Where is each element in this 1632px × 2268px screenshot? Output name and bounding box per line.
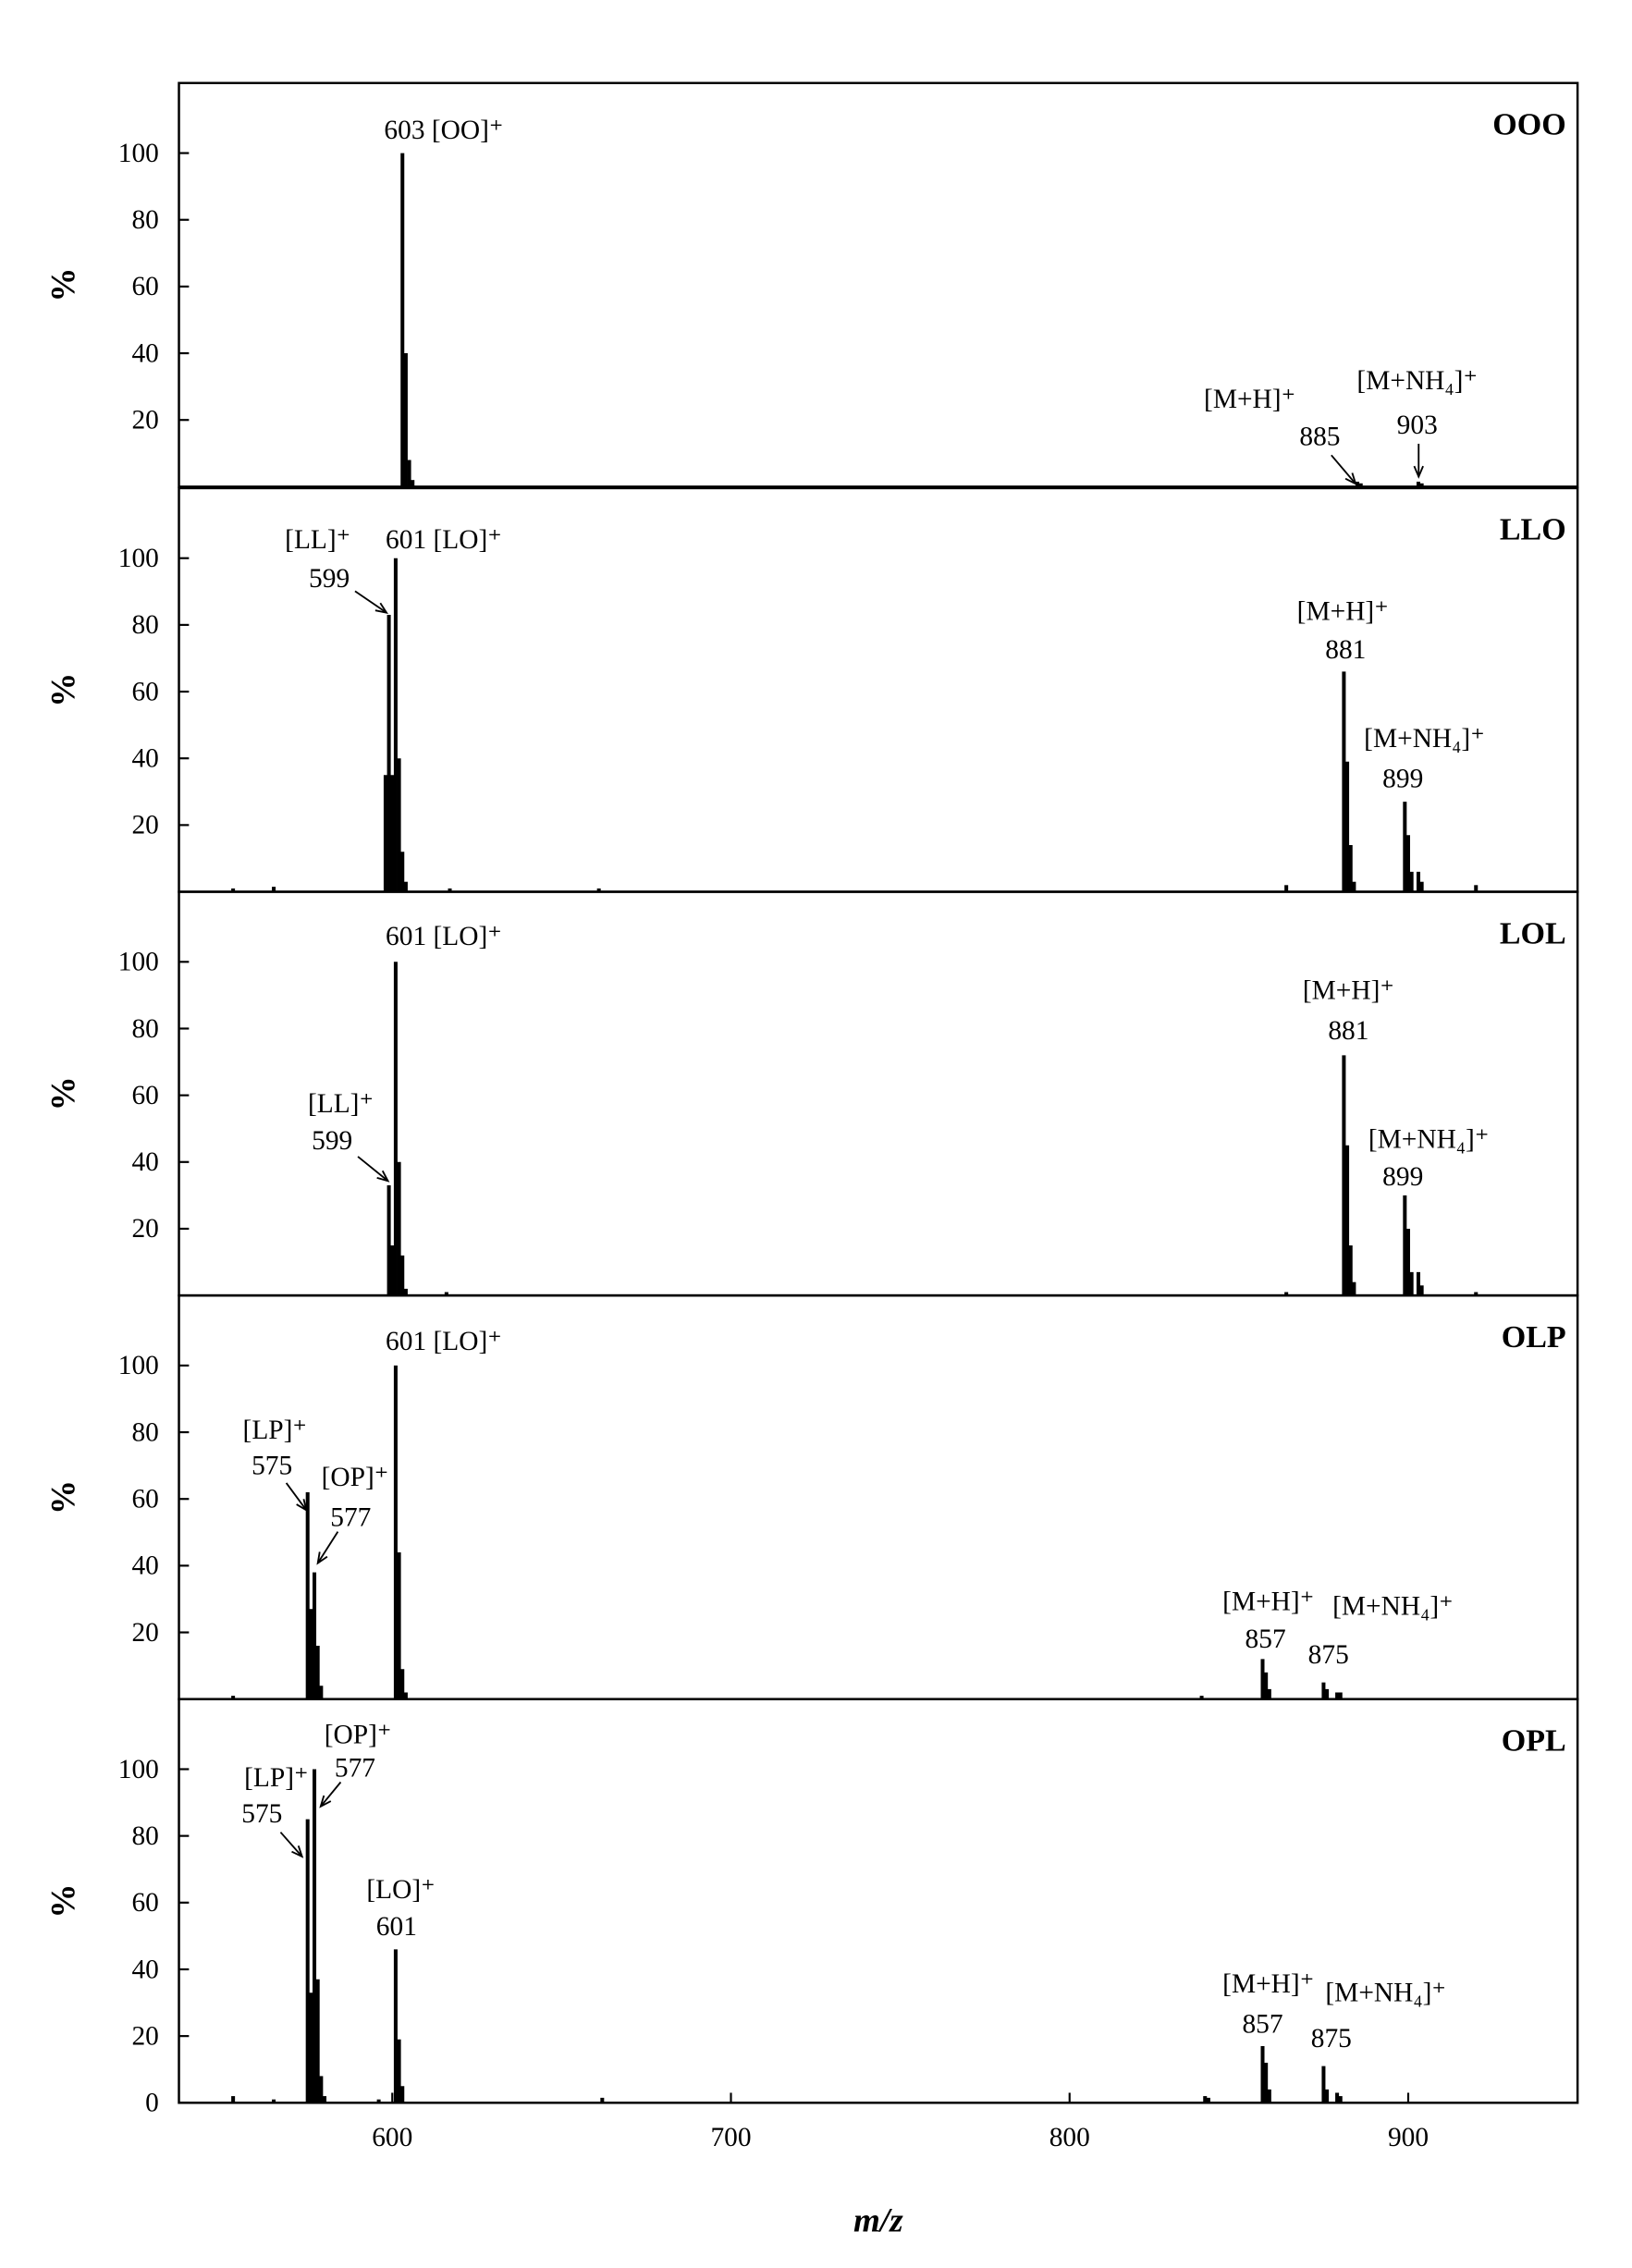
annotation: 903: [1397, 411, 1438, 440]
plot-frame: [178, 1698, 1579, 2104]
y-axis-label: %: [45, 1480, 83, 1514]
arrow-head: [316, 1551, 328, 1565]
arrow-head: [1413, 465, 1424, 479]
y-tick-label: 40: [131, 743, 158, 773]
annotation: [M+H]⁺: [1303, 976, 1394, 1006]
annotation-arrow: [1331, 454, 1356, 484]
y-axis-label: %: [45, 673, 83, 707]
plot-frame: [178, 81, 1579, 488]
y-axis-label: %: [45, 268, 83, 302]
annotation: 599: [312, 1126, 352, 1156]
arrow-head: [319, 1795, 332, 1808]
annotation: 857: [1245, 1624, 1286, 1654]
y-tick-label: 0: [145, 2089, 159, 2118]
x-tick-label: 900: [1388, 2123, 1429, 2152]
y-axis-label: %: [45, 1883, 83, 1918]
annotation: [M+H]⁺: [1222, 1969, 1314, 1999]
y-tick-label: 40: [131, 1147, 158, 1177]
annotation: [M+NH₄]⁺: [1368, 1125, 1490, 1155]
annotation: 601 [LO]⁺: [386, 1327, 502, 1356]
annotation: [M+NH₄]⁺: [1356, 366, 1478, 396]
x-tick-label: 800: [1049, 2123, 1090, 2152]
y-tick-label: 100: [118, 1351, 159, 1380]
annotation: [OP]⁺: [322, 1463, 389, 1492]
y-tick-label: 80: [131, 205, 158, 235]
y-tick-label: 60: [131, 1888, 158, 1918]
annotation: [LL]⁺: [285, 525, 350, 555]
annotation: 577: [330, 1502, 371, 1532]
x-axis-label: m/z: [853, 2202, 903, 2240]
panel-title: LOL: [1500, 916, 1566, 950]
y-tick-label: 40: [131, 338, 158, 368]
arrow-head: [296, 1499, 308, 1513]
annotation-arrow: [354, 590, 387, 614]
annotation-arrow: [316, 1531, 339, 1564]
annotation: 603 [OO]⁺: [384, 116, 503, 145]
y-tick-label: 100: [118, 544, 159, 573]
y-tick-label: 80: [131, 1821, 158, 1851]
y-tick-label: 20: [131, 2021, 158, 2051]
annotation: [M+H]⁺: [1204, 385, 1295, 414]
annotation: 577: [335, 1753, 375, 1783]
annotation: 899: [1382, 1162, 1423, 1192]
y-tick-label: 60: [131, 272, 158, 301]
y-tick-label: 80: [131, 1417, 158, 1447]
y-tick-label: 40: [131, 1551, 158, 1581]
arrow-head: [1344, 472, 1357, 486]
annotation: 885: [1299, 422, 1340, 451]
annotation: [OP]⁺: [325, 1721, 392, 1750]
arrow-head: [376, 1170, 390, 1183]
annotation: 899: [1382, 765, 1423, 794]
annotation-arrow: [285, 1482, 308, 1511]
arrow-head: [374, 602, 388, 614]
y-tick-label: 20: [131, 1618, 158, 1648]
panel-title: OPL: [1502, 1723, 1566, 1758]
annotation: 875: [1308, 1640, 1349, 1670]
y-tick-label: 60: [131, 1081, 158, 1110]
annotation: [LL]⁺: [308, 1089, 374, 1119]
arrow-head: [291, 1845, 304, 1858]
y-tick-label: 40: [131, 1955, 158, 1984]
y-tick-label: 20: [131, 406, 158, 435]
annotation: 857: [1242, 2009, 1282, 2039]
y-axis-label: %: [45, 1076, 83, 1110]
panel-title: LLO: [1500, 513, 1566, 547]
annotation: [M+NH₄]⁺: [1332, 1591, 1454, 1621]
x-tick-label: 600: [372, 2123, 412, 2152]
annotation-arrow: [279, 1832, 303, 1857]
y-tick-label: 100: [118, 139, 159, 168]
x-tick-label: 700: [710, 2123, 751, 2152]
y-tick-label: 80: [131, 1014, 158, 1044]
annotation: 575: [241, 1799, 282, 1829]
y-tick-label: 20: [131, 1214, 158, 1244]
annotation: 599: [309, 564, 350, 594]
y-tick-label: 80: [131, 610, 158, 640]
annotation: [LP]⁺: [243, 1416, 307, 1445]
y-tick-label: 100: [118, 948, 159, 977]
annotation: 601 [LO]⁺: [386, 525, 502, 555]
annotation: [M+NH₄]⁺: [1364, 724, 1485, 754]
panel-title: OLP: [1502, 1320, 1566, 1355]
annotation: 881: [1328, 1016, 1368, 1046]
annotation: 575: [252, 1452, 292, 1481]
annotation: 881: [1325, 635, 1366, 665]
y-tick-label: 100: [118, 1755, 159, 1784]
annotation-arrow: [320, 1781, 342, 1808]
annotation: [M+NH₄]⁺: [1325, 1978, 1446, 2007]
y-tick-label: 60: [131, 677, 158, 706]
annotation: 601: [376, 1912, 417, 1942]
y-tick-label: 60: [131, 1485, 158, 1514]
annotation: [LO]⁺: [366, 1875, 435, 1905]
annotation-arrow: [357, 1156, 389, 1182]
annotation: [LP]⁺: [244, 1763, 308, 1793]
annotation: 875: [1311, 2024, 1352, 2053]
panel-title: OOO: [1492, 108, 1565, 142]
annotation: 601 [LO]⁺: [386, 922, 502, 951]
annotation: [M+H]⁺: [1297, 596, 1389, 626]
annotation: [M+H]⁺: [1222, 1588, 1314, 1617]
y-tick-label: 20: [131, 811, 158, 840]
